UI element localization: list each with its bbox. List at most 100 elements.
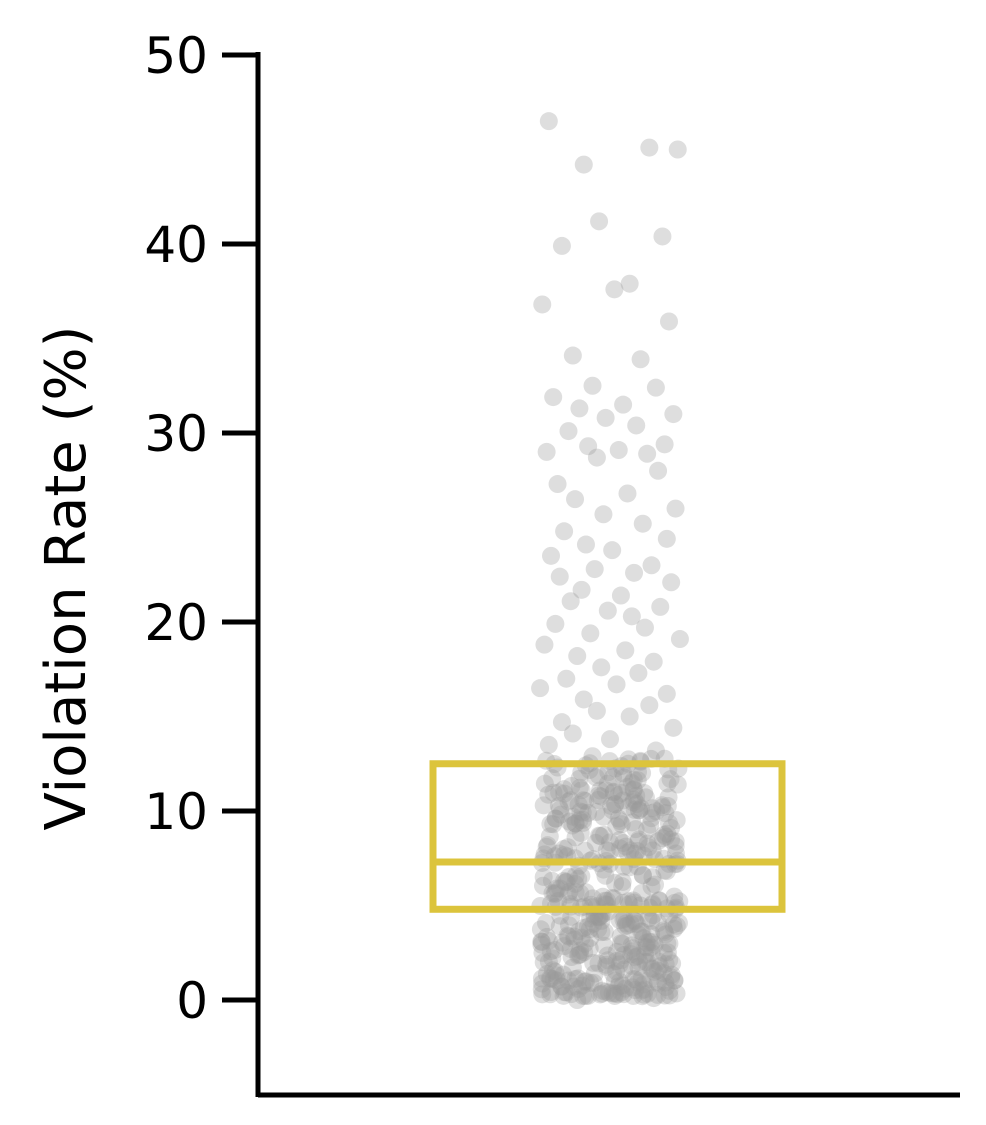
data-point	[612, 783, 631, 802]
data-point	[551, 805, 570, 824]
data-point	[618, 916, 637, 935]
data-point	[656, 978, 675, 997]
data-point	[594, 825, 613, 844]
data-point	[539, 952, 558, 971]
data-point	[613, 877, 632, 896]
data-point	[614, 985, 633, 1004]
data-point	[592, 787, 611, 806]
data-point	[616, 837, 635, 856]
data-point	[602, 796, 621, 815]
data-point	[611, 839, 630, 858]
data-point	[633, 866, 652, 885]
data-point	[579, 986, 598, 1005]
data-point	[660, 981, 679, 1000]
data-point	[570, 778, 589, 797]
data-point	[639, 838, 658, 857]
data-point	[541, 983, 560, 1002]
data-point	[533, 295, 552, 314]
data-point	[610, 972, 629, 991]
data-point	[607, 675, 626, 694]
data-point	[609, 977, 628, 996]
data-point	[652, 796, 671, 815]
data-point	[646, 378, 665, 397]
data-point	[570, 769, 589, 788]
data-point	[654, 964, 673, 983]
data-point	[531, 920, 550, 939]
data-point	[613, 791, 632, 810]
data-point	[569, 795, 588, 814]
data-point	[531, 679, 550, 698]
data-point	[573, 976, 592, 995]
data-point	[563, 724, 582, 743]
data-point	[601, 842, 620, 861]
data-point	[595, 922, 614, 941]
data-point	[614, 395, 633, 414]
data-point	[597, 841, 616, 860]
data-point	[637, 933, 656, 952]
data-point	[571, 945, 590, 964]
data-point	[579, 437, 598, 456]
data-point	[662, 965, 681, 984]
data-point	[633, 764, 652, 783]
data-point	[660, 986, 679, 1005]
data-point	[576, 883, 595, 902]
data-point	[623, 978, 642, 997]
data-point	[668, 775, 687, 794]
data-point	[611, 586, 630, 605]
data-point	[653, 829, 672, 848]
data-point	[643, 868, 662, 887]
data-point	[574, 690, 593, 709]
data-point	[656, 925, 675, 944]
data-point	[618, 484, 637, 503]
data-point	[566, 814, 585, 833]
data-point	[587, 701, 606, 720]
data-point	[561, 939, 580, 958]
data-point	[573, 810, 592, 829]
data-point	[532, 935, 551, 954]
data-point	[633, 514, 652, 533]
data-point	[568, 647, 587, 666]
data-point	[650, 957, 669, 976]
data-point	[559, 971, 578, 990]
data-point	[624, 969, 643, 988]
data-point	[665, 887, 684, 906]
data-point	[590, 781, 609, 800]
data-point	[649, 913, 668, 932]
ticks-layer: 0 10 20 30 40 50	[144, 27, 258, 1030]
data-point	[559, 927, 578, 946]
data-point	[532, 932, 551, 951]
data-point	[555, 983, 574, 1002]
data-point	[623, 939, 642, 958]
data-point	[566, 828, 585, 847]
data-point	[657, 529, 676, 548]
data-point	[577, 972, 596, 991]
data-point	[654, 921, 673, 940]
data-point	[627, 794, 646, 813]
data-point	[570, 399, 589, 418]
data-point	[624, 780, 643, 799]
data-point	[631, 922, 650, 941]
data-point	[634, 929, 653, 948]
data-point	[667, 811, 686, 830]
data-point	[594, 505, 613, 524]
data-point	[665, 919, 684, 938]
data-point	[665, 971, 684, 990]
axes-layer	[255, 52, 960, 1098]
data-point	[565, 927, 584, 946]
data-point	[610, 955, 629, 974]
data-point	[605, 889, 624, 908]
data-point	[620, 274, 639, 293]
data-point	[545, 940, 564, 959]
data-point	[613, 934, 632, 953]
data-point	[623, 813, 642, 832]
y-tick-label: 20	[144, 594, 208, 652]
data-point	[569, 969, 588, 988]
data-point	[592, 923, 611, 942]
data-point	[605, 971, 624, 990]
data-point	[581, 973, 600, 992]
data-point	[624, 793, 643, 812]
data-point	[658, 943, 677, 962]
data-point	[589, 786, 608, 805]
data-point	[603, 964, 622, 983]
data-point	[619, 892, 638, 911]
